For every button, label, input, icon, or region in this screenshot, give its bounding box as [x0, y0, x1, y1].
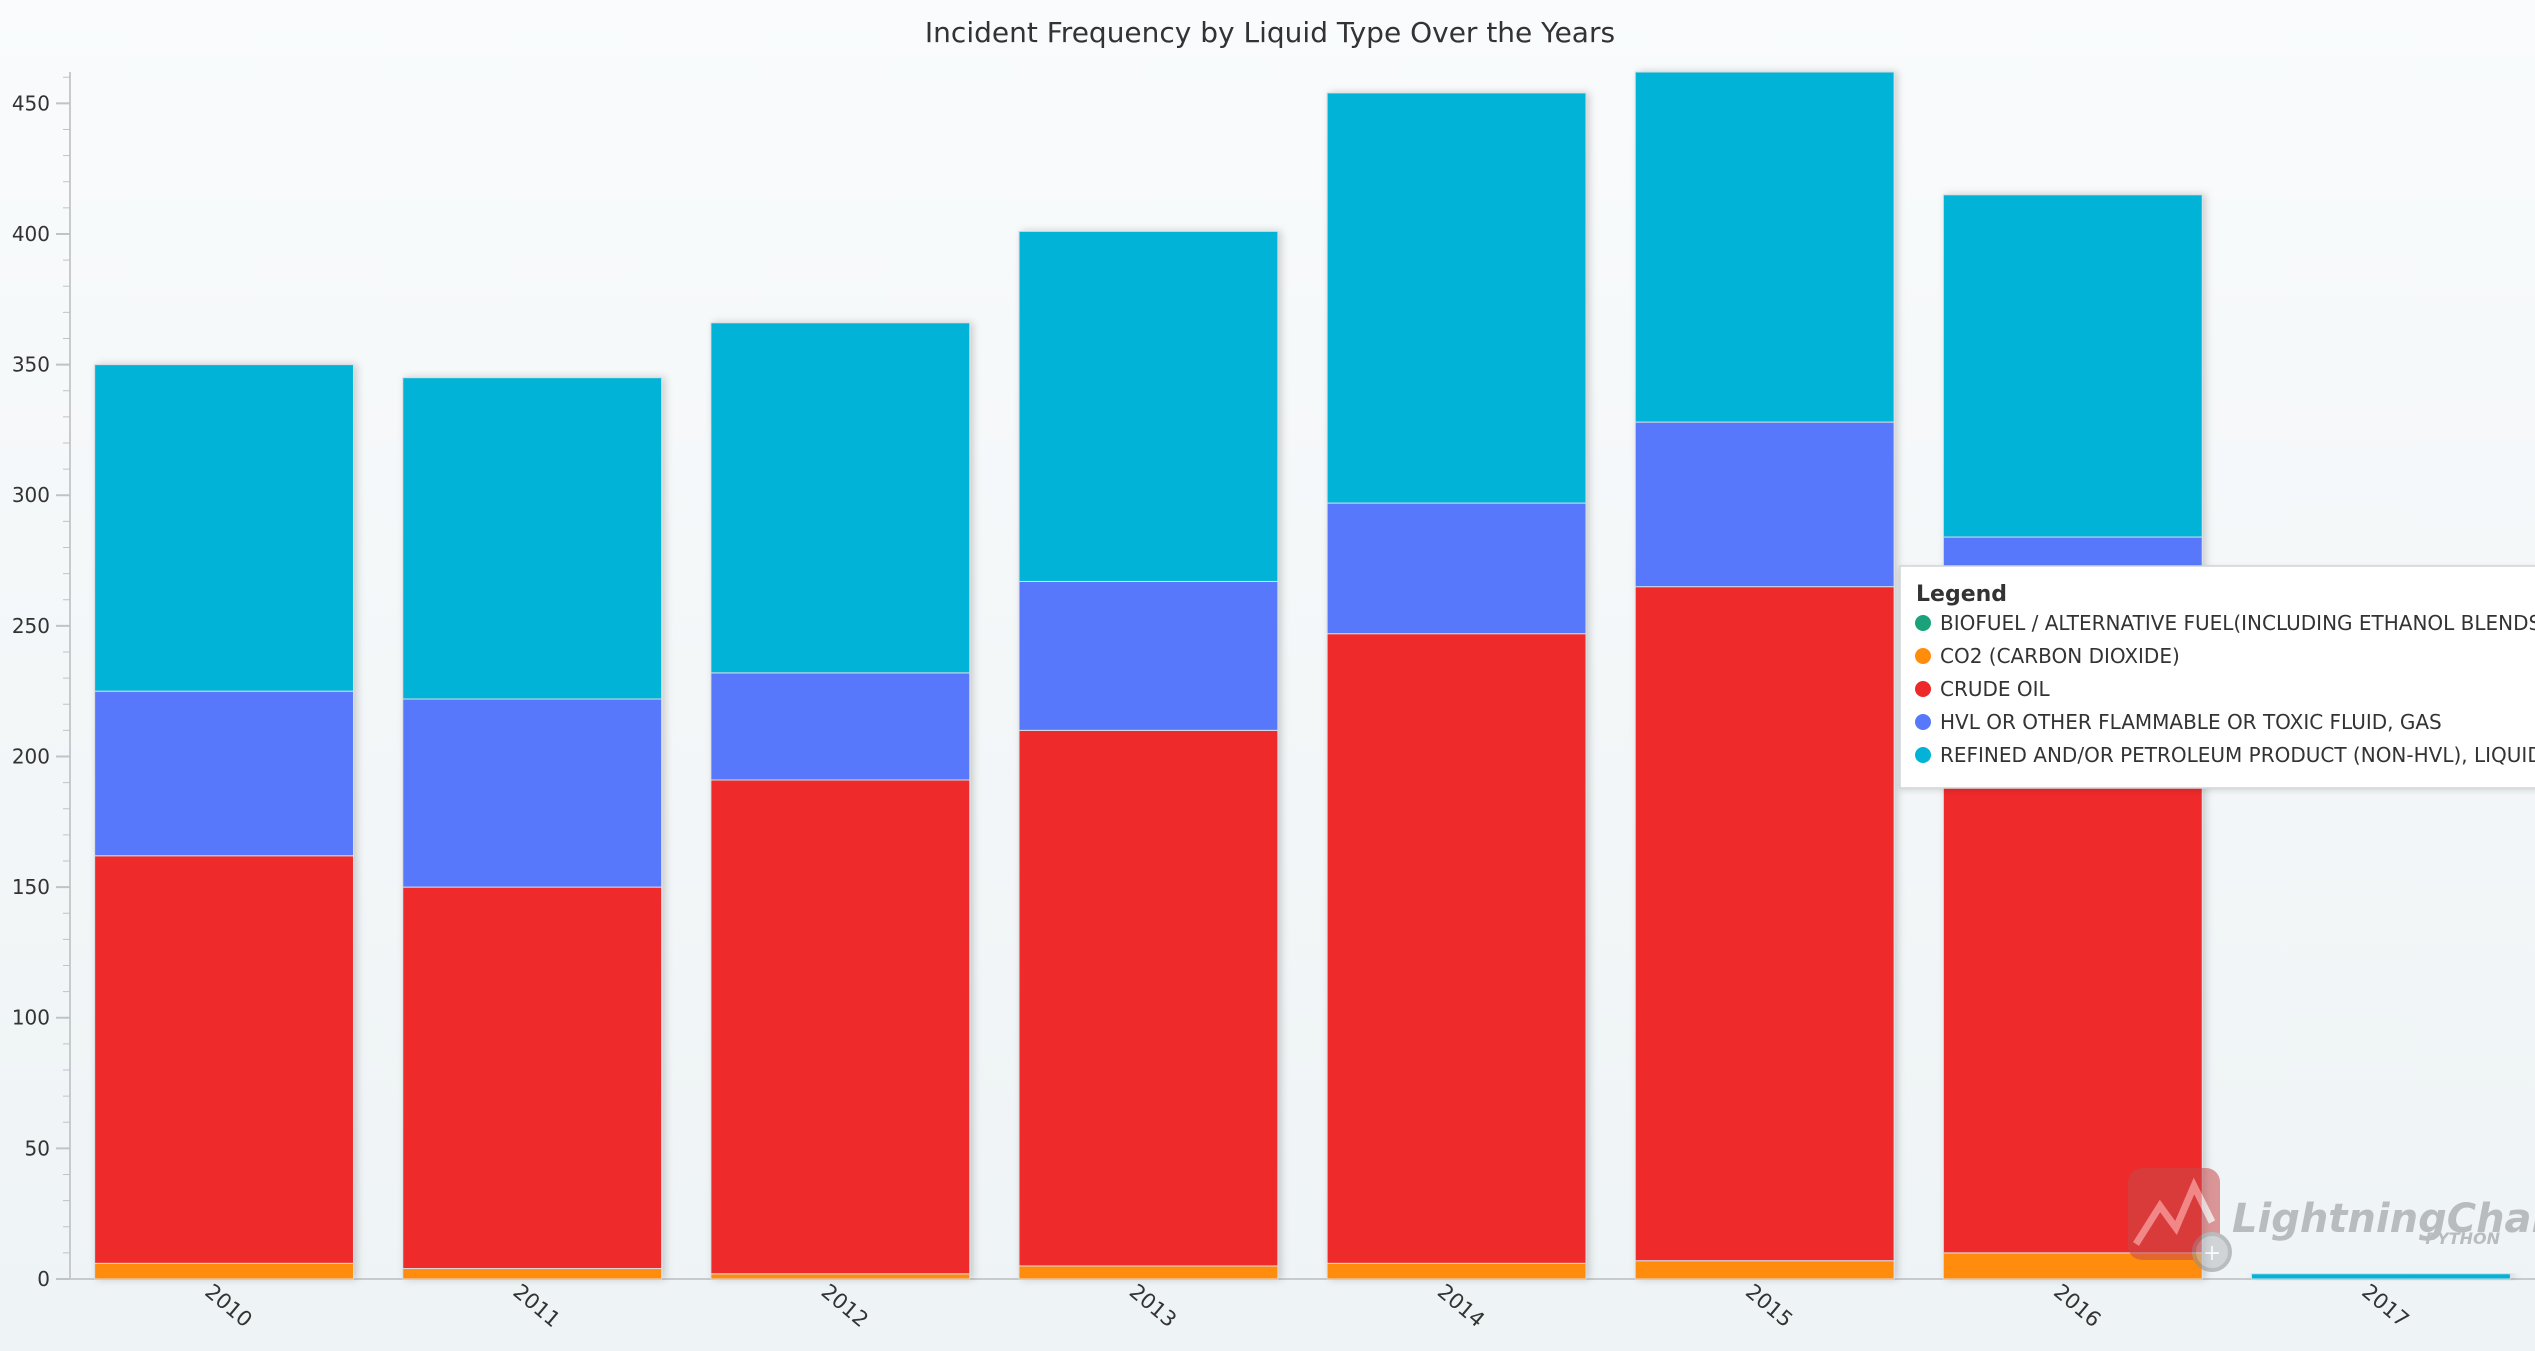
legend-label: REFINED AND/OR PETROLEUM PRODUCT (NON-HV… [1940, 743, 2535, 767]
bar-segment-2010-series-4 [94, 364, 354, 692]
watermark-sub: PYTHON [2425, 1229, 2500, 1248]
y-axis: 0 50 100 150 200 250 300 350 400 450 [12, 72, 71, 1291]
bar-stacks [94, 71, 2511, 1280]
y-tick-label: 150 [12, 875, 50, 899]
legend-label: CRUDE OIL [1940, 677, 2051, 701]
lightningchart-logo-icon: + [2128, 1168, 2232, 1272]
y-tick-label: 100 [12, 1006, 50, 1030]
y-tick-label: 200 [12, 744, 50, 768]
chart-title: Incident Frequency by Liquid Type Over t… [925, 16, 1615, 49]
bar-segment-2012-series-2 [710, 779, 971, 1275]
watermark: + LightningChart PYTHON [2128, 1168, 2535, 1272]
legend-marker-icon [1915, 615, 1931, 631]
bar-segment-2016-series-2 [1942, 742, 2203, 1254]
y-tick-label: 50 [25, 1136, 50, 1160]
legend-label: CO2 (CARBON DIOXIDE) [1940, 644, 2180, 668]
bar-segment-2010-series-3 [94, 690, 354, 857]
x-tick-label: 2013 [1125, 1279, 1181, 1332]
bar-segment-2014-series-3 [1326, 502, 1587, 635]
legend-marker-icon [1915, 747, 1931, 763]
bar-segment-2015-series-3 [1634, 421, 1895, 588]
bar-segment-2016-series-4 [1942, 194, 2203, 538]
bar-segment-2015-series-4 [1634, 71, 1895, 423]
y-tick-label: 0 [37, 1267, 50, 1291]
x-tick-label: 2014 [1433, 1279, 1489, 1332]
bar-stack-2010 [94, 364, 354, 1280]
y-tick-label: 350 [12, 353, 50, 377]
y-tick-label: 450 [12, 91, 50, 115]
y-tick-label: 300 [12, 483, 50, 507]
bar-segment-2010-series-1 [94, 1262, 354, 1280]
bar-segment-2013-series-3 [1018, 580, 1279, 731]
x-tick-label: 2016 [2049, 1279, 2105, 1332]
bar-stack-2013 [1018, 230, 1279, 1280]
svg-text:+: + [2203, 1241, 2221, 1266]
y-tick-label: 400 [12, 222, 50, 246]
bar-segment-2012-series-4 [710, 322, 971, 674]
bar-segment-2015-series-1 [1634, 1260, 1895, 1280]
legend-marker-icon [1915, 648, 1931, 664]
legend-label: BIOFUEL / ALTERNATIVE FUEL(INCLUDING ETH… [1940, 611, 2535, 635]
x-tick-label: 2015 [1741, 1279, 1797, 1332]
bar-segment-2012-series-3 [710, 672, 971, 781]
x-tick-label: 2011 [508, 1279, 564, 1332]
x-axis: 2010 2011 2012 2013 2014 2015 2016 2017 [70, 1278, 2535, 1332]
bar-stack-2011 [402, 377, 663, 1280]
x-tick-label: 2010 [200, 1279, 256, 1332]
bar-segment-2011-series-4 [402, 377, 663, 700]
bar-segment-2012-series-1 [710, 1273, 971, 1280]
bar-segment-2011-series-2 [402, 886, 663, 1270]
bar-segment-2014-series-2 [1326, 633, 1587, 1264]
legend: Legend BIOFUEL / ALTERNATIVE FUEL(INCLUD… [1899, 565, 2535, 789]
bar-stack-2012 [710, 322, 971, 1280]
legend-title: Legend [1916, 582, 2007, 607]
legend-marker-icon [1915, 681, 1931, 697]
bar-segment-2017-series-4 [2251, 1273, 2511, 1280]
bar-segment-2014-series-4 [1326, 92, 1587, 504]
x-tick-label: 2012 [817, 1279, 873, 1332]
bar-stack-2015 [1634, 71, 1895, 1280]
bar-stack-2017 [2251, 1273, 2511, 1280]
bar-stack-2014 [1326, 92, 1587, 1280]
bar-segment-2010-series-2 [94, 855, 354, 1264]
legend-label: HVL OR OTHER FLAMMABLE OR TOXIC FLUID, G… [1940, 710, 2442, 734]
legend-box [1899, 565, 2535, 789]
legend-items: BIOFUEL / ALTERNATIVE FUEL(INCLUDING ETH… [1915, 611, 2535, 767]
bar-segment-2014-series-1 [1326, 1262, 1587, 1280]
x-tick-label: 2017 [2357, 1279, 2413, 1332]
legend-marker-icon [1915, 714, 1931, 730]
bar-segment-2013-series-1 [1018, 1265, 1279, 1280]
bar-segment-2015-series-2 [1634, 586, 1895, 1262]
bar-segment-2011-series-1 [402, 1268, 663, 1280]
bar-segment-2013-series-2 [1018, 729, 1279, 1267]
bar-segment-2013-series-4 [1018, 230, 1279, 582]
y-tick-label: 250 [12, 614, 50, 638]
bar-segment-2011-series-3 [402, 698, 663, 888]
watermark-brand: LightningChart [2232, 1196, 2535, 1242]
